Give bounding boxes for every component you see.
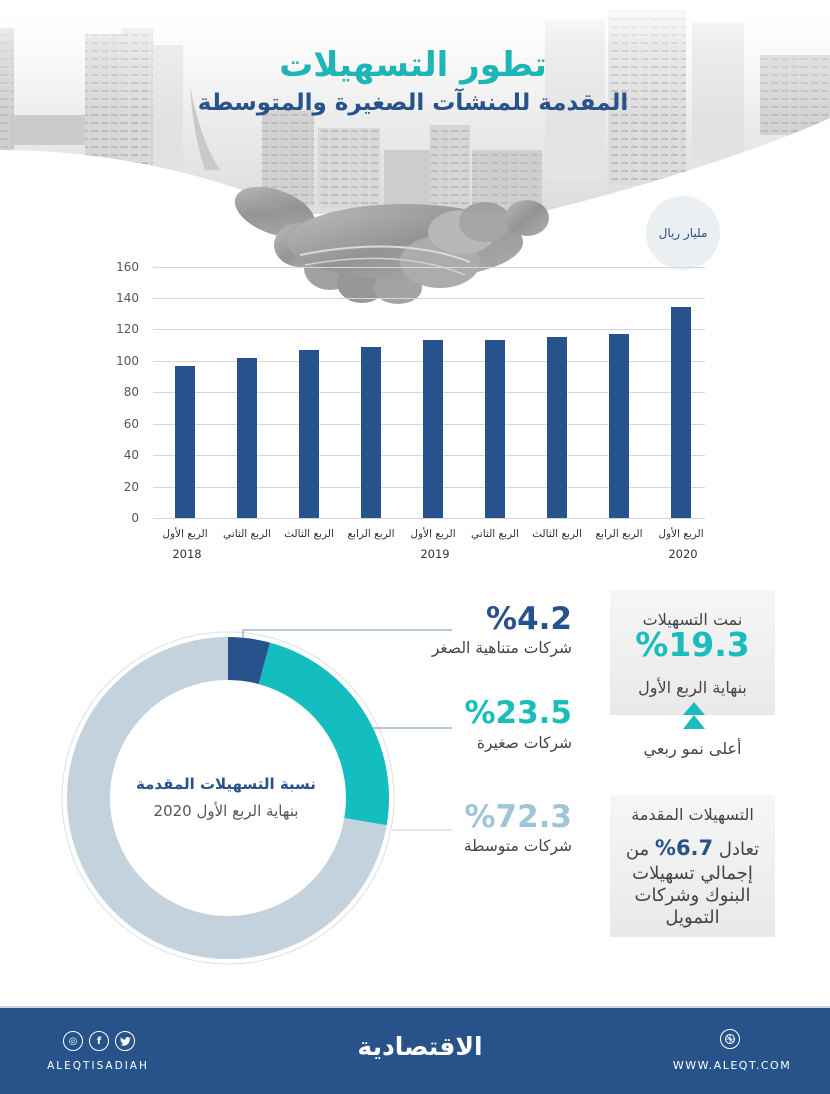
growth-line2: بنهاية الربع الأول [638,678,747,697]
bar [547,337,567,518]
segment-value-small: %23.5 [464,695,572,731]
bar [299,349,319,518]
segment-label-micro: شركات متناهية الصغر [431,639,572,657]
instagram-icon[interactable]: ◎ [63,1031,83,1051]
share-line4: البنوك وشركات [634,885,751,906]
share-value: %6.7 [654,836,714,860]
year-label: 2018 [172,547,202,561]
y-axis-tick-label: 0 [131,511,139,525]
footer [0,1006,830,1094]
donut-segment [67,637,389,959]
gridline [153,267,705,268]
gridline [153,329,705,330]
y-axis-tick-label: 140 [116,290,139,305]
y-axis-tick-label: 120 [116,322,139,337]
y-axis-tick-label: 160 [116,259,139,274]
growth-caption: أعلى نمو ربعي [643,739,742,758]
segment-label-medium: شركات متوسطة [463,837,572,855]
y-axis-tick-label: 20 [123,479,139,494]
brand-logo[interactable]: الاقتصادية [357,1032,483,1061]
gridline [153,298,705,299]
donut-segment [67,637,389,959]
x-axis-label: الربع الثالث [532,528,582,540]
share-prefix: تعادل [718,839,760,860]
bar [485,340,505,518]
bar [609,334,629,518]
share-suffix: من [625,839,650,860]
year-label: 2019 [420,547,450,561]
year-label: 2020 [668,547,698,561]
social-handle[interactable]: ALEQTISADIAH [47,1060,149,1072]
segment-label-small: شركات صغيرة [476,734,572,752]
x-axis-label: الربع الرابع [347,528,395,540]
y-axis-tick-label: 80 [123,385,139,400]
x-axis-label: الربع الرابع [595,528,643,540]
bar [423,340,443,518]
segment-value-micro: %4.2 [486,601,572,637]
facebook-icon[interactable]: f [89,1031,109,1051]
y-axis-tick-label: 100 [116,353,139,368]
gridline [153,518,705,519]
segment-value-medium: %72.3 [464,799,572,835]
donut-center-title: نسبة التسهيلات المقدمة [136,775,316,793]
bar [671,307,691,518]
unit-badge: مليار ريال [646,196,720,270]
x-axis-label: الربع الأول [658,528,704,540]
donut-outer-ring [61,631,395,965]
page-subtitle: المقدمة للمنشآت الصغيرة والمتوسطة [197,90,629,116]
globe-icon [720,1029,740,1049]
share-line3: إجمالي تسهيلات [632,863,753,884]
y-axis-tick-label: 40 [123,448,139,463]
x-axis-label: الربع الثاني [223,528,271,540]
share-line5: التمويل [665,907,720,928]
x-axis-label: الربع الأول [410,528,456,540]
website-link[interactable]: WWW.ALEQT.COM [672,1059,792,1072]
connector-line-micro [242,629,452,638]
share-value-line: تعادل %6.7 من [610,836,775,862]
bar [175,365,195,518]
y-axis-tick-label: 60 [123,416,139,431]
donut-chart [61,629,452,965]
unit-label: مليار ريال [658,226,708,240]
share-title: التسهيلات المقدمة [631,805,754,824]
growth-value: %19.3 [635,625,750,664]
twitter-icon[interactable] [115,1031,135,1051]
share-info-box: التسهيلات المقدمة تعادل %6.7 من إجمالي ت… [610,795,775,937]
x-axis-label: الربع الثاني [471,528,519,540]
growth-info-box: نمت التسهيلات %19.3 بنهاية الربع الأول [610,590,775,715]
handshake-cityscape-illustration [0,0,830,304]
donut-center-subtitle: بنهاية الربع الأول 2020 [153,802,299,820]
bar [237,357,257,518]
double-chevron-up-icon [683,702,705,729]
growth-line1: نمت التسهيلات [642,610,743,629]
bar [361,346,381,518]
page-title: تطور التسهيلات [279,45,547,85]
x-axis-label: الربع الثالث [284,528,334,540]
x-axis-label: الربع الأول [162,528,208,540]
